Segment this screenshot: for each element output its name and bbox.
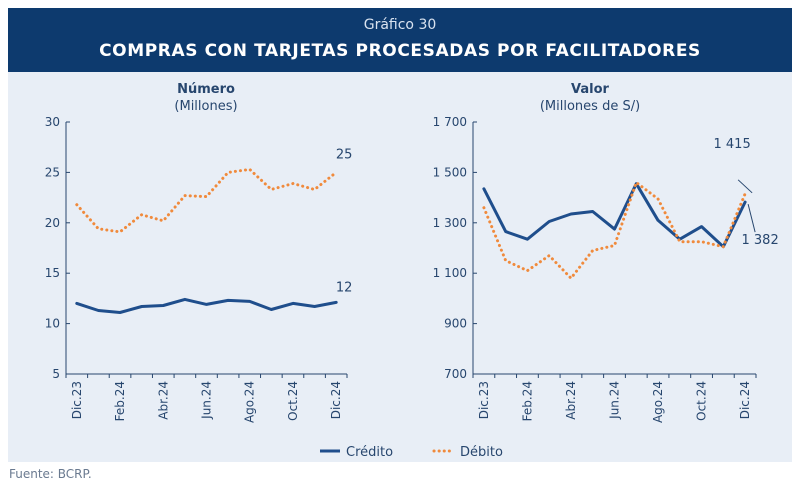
y-tick-label: 25 <box>45 165 60 179</box>
x-tick-label: Abr.24 <box>564 381 578 420</box>
chart-title: COMPRAS CON TARJETAS PROCESADAS POR FACI… <box>99 41 701 61</box>
data-label: 1 415 <box>714 137 751 152</box>
y-tick-label: 900 <box>444 317 467 331</box>
x-tick-label: Abr.24 <box>156 381 170 420</box>
x-tick-label: Jun.24 <box>200 381 214 420</box>
series-credito-line <box>482 182 747 249</box>
chart-panel <box>8 72 792 462</box>
y-tick-label: 15 <box>45 266 60 280</box>
chart-number: Gráfico 30 <box>363 17 437 33</box>
series-credito-line <box>75 297 338 314</box>
x-tick-label: Dic.24 <box>738 381 752 419</box>
chart-2-units: (Millones de S/) <box>540 99 640 114</box>
y-tick-label: 1 300 <box>433 216 467 230</box>
series-debito-line <box>75 167 338 234</box>
y-tick-label: 10 <box>45 317 60 331</box>
y-tick-label: 1 500 <box>433 165 467 179</box>
y-tick-label: 5 <box>52 367 60 381</box>
legend-debito-label: Débito <box>460 445 503 460</box>
y-tick-label: 20 <box>45 216 60 230</box>
legend-credito-label: Crédito <box>346 445 393 460</box>
x-tick-label: Oct.24 <box>286 381 300 421</box>
chart-2-title: Valor <box>571 82 610 97</box>
x-tick-label: Oct.24 <box>695 381 709 421</box>
chart-header: Gráfico 30 COMPRAS CON TARJETAS PROCESAD… <box>8 8 792 72</box>
x-tick-label: Feb.24 <box>113 381 127 421</box>
y-tick-label: 700 <box>444 367 467 381</box>
annotation-leader <box>737 179 753 194</box>
chart-1-units: (Millones) <box>174 99 237 114</box>
x-tick-label: Dic.24 <box>329 381 343 419</box>
x-tick-label: Ago.24 <box>651 381 665 423</box>
x-tick-label: Ago.24 <box>243 381 257 423</box>
data-label: 1 382 <box>742 233 779 248</box>
source-note: Fuente: BCRP. <box>9 467 92 481</box>
annotation-leader <box>747 204 756 233</box>
data-label: 12 <box>336 280 353 295</box>
data-label: 25 <box>336 147 353 162</box>
x-tick-label: Dic.23 <box>70 381 84 419</box>
y-tick-label: 30 <box>45 115 60 129</box>
x-tick-label: Jun.24 <box>608 381 622 420</box>
chart-1-title: Número <box>177 82 235 97</box>
y-tick-label: 1 700 <box>433 115 467 129</box>
series-debito-line <box>482 181 747 280</box>
x-tick-label: Dic.23 <box>477 381 491 419</box>
x-tick-label: Feb.24 <box>520 381 534 421</box>
y-tick-label: 1 100 <box>433 266 467 280</box>
